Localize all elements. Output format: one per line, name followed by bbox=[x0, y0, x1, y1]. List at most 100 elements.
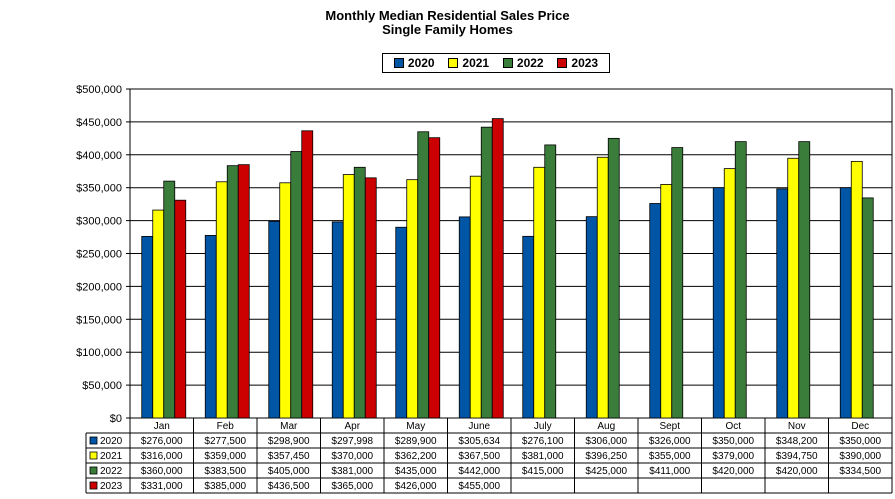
table-value: $394,750 bbox=[776, 451, 818, 462]
table-value: $289,900 bbox=[395, 436, 437, 447]
legend-item-2021: 2021 bbox=[448, 56, 489, 70]
table-value: $411,000 bbox=[649, 466, 690, 477]
bar-2021-Feb bbox=[215, 181, 228, 419]
legend-label: 2022 bbox=[516, 56, 544, 70]
bar-2020-Nov bbox=[776, 188, 789, 419]
chart-title: Monthly Median Residential Sales Price bbox=[325, 8, 570, 23]
table-value: $455,000 bbox=[458, 481, 500, 492]
bar-2020-May bbox=[395, 226, 408, 419]
bar-2021-Nov bbox=[787, 157, 800, 419]
bar-2020-July bbox=[522, 235, 535, 419]
legend: 2020 2021 2022 2023 bbox=[382, 53, 610, 73]
table-value: $316,000 bbox=[141, 451, 183, 462]
bar-2021-Dec bbox=[850, 160, 863, 419]
table-value: $385,000 bbox=[204, 481, 246, 492]
y-tick-label: $100,000 bbox=[76, 347, 122, 359]
table-value: $355,000 bbox=[649, 451, 691, 462]
table-series-swatch bbox=[89, 451, 98, 460]
bar-2022-Feb bbox=[226, 165, 239, 419]
y-tick-label: $200,000 bbox=[76, 281, 122, 293]
bar-2022-Sept bbox=[671, 147, 684, 419]
table-value: $415,000 bbox=[522, 466, 564, 477]
bar-2021-Sept bbox=[660, 184, 673, 419]
table-value: $442,000 bbox=[458, 466, 500, 477]
table-value: $420,000 bbox=[712, 466, 754, 477]
table-value: $276,000 bbox=[141, 436, 183, 447]
table-value: $359,000 bbox=[204, 451, 246, 462]
bar-2020-Apr bbox=[331, 221, 344, 419]
y-tick-label: $50,000 bbox=[82, 380, 122, 392]
bar-2020-Jan bbox=[141, 235, 154, 419]
bar-2022-Mar bbox=[290, 151, 303, 419]
x-category-label: May bbox=[406, 421, 425, 432]
table-value: $436,500 bbox=[268, 481, 310, 492]
x-category-label: July bbox=[534, 421, 552, 432]
bar-2023-June bbox=[491, 118, 504, 419]
bar-2022-Aug bbox=[607, 137, 620, 419]
table-series-name: 2022 bbox=[100, 466, 123, 477]
bar-2022-May bbox=[417, 131, 430, 419]
table-value: $367,500 bbox=[458, 451, 500, 462]
table-value: $381,000 bbox=[331, 466, 373, 477]
table-value: $381,000 bbox=[522, 451, 564, 462]
x-category-label: Sept bbox=[659, 421, 680, 432]
x-category-label: Oct bbox=[725, 421, 741, 432]
table-value: $276,100 bbox=[522, 436, 564, 447]
bar-2021-July bbox=[533, 166, 546, 419]
legend-label: 2020 bbox=[407, 56, 435, 70]
table-value: $390,000 bbox=[839, 451, 881, 462]
bar-2020-Dec bbox=[839, 187, 852, 419]
bar-2022-Nov bbox=[798, 141, 811, 419]
bar-2020-June bbox=[458, 216, 471, 419]
legend-label: 2021 bbox=[462, 56, 490, 70]
x-category-label: June bbox=[468, 421, 490, 432]
table-value: $298,900 bbox=[268, 436, 310, 447]
y-tick-label: $500,000 bbox=[76, 84, 122, 96]
table-value: $297,998 bbox=[331, 436, 373, 447]
table-value: $306,000 bbox=[585, 436, 627, 447]
table-value: $426,000 bbox=[395, 481, 437, 492]
bar-2023-Apr bbox=[364, 177, 377, 419]
bar-2021-Jan bbox=[152, 209, 165, 419]
bar-2022-Jan bbox=[163, 180, 176, 419]
table-value: $425,000 bbox=[585, 466, 627, 477]
legend-swatch bbox=[502, 58, 513, 68]
bar-2020-Mar bbox=[268, 220, 281, 419]
x-category-label: Aug bbox=[597, 421, 615, 432]
table-value: $379,000 bbox=[712, 451, 754, 462]
table-series-name: 2021 bbox=[100, 451, 123, 462]
bar-2021-May bbox=[406, 179, 419, 419]
bar-2020-Oct bbox=[712, 187, 725, 419]
table-value: $357,450 bbox=[268, 451, 310, 462]
table-series-swatch bbox=[89, 436, 98, 445]
table-value: $334,500 bbox=[839, 466, 881, 477]
table-value: $326,000 bbox=[649, 436, 691, 447]
table-series-name: 2023 bbox=[100, 481, 123, 492]
table-value: $360,000 bbox=[141, 466, 183, 477]
y-tick-label: $450,000 bbox=[76, 117, 122, 129]
bar-2022-June bbox=[480, 126, 493, 419]
legend-item-2022: 2022 bbox=[502, 56, 544, 70]
legend-label: 2023 bbox=[571, 56, 599, 70]
table-value: $420,000 bbox=[776, 466, 818, 477]
bar-2021-Mar bbox=[279, 182, 292, 419]
bar-2022-Oct bbox=[734, 141, 747, 419]
bar-2023-May bbox=[428, 137, 441, 419]
table-value: $305,634 bbox=[458, 436, 500, 447]
bar-2023-Jan bbox=[174, 199, 187, 419]
bar-2021-Oct bbox=[723, 168, 736, 419]
x-category-label: Jan bbox=[154, 421, 170, 432]
table-value: $383,500 bbox=[204, 466, 246, 477]
table-value: $350,000 bbox=[712, 436, 754, 447]
legend-item-2020: 2020 bbox=[393, 56, 435, 70]
bar-2021-June bbox=[469, 175, 482, 419]
legend-swatch bbox=[393, 58, 404, 68]
table-value: $405,000 bbox=[268, 466, 310, 477]
table-value: $277,500 bbox=[204, 436, 246, 447]
bar-2020-Feb bbox=[204, 235, 217, 419]
bar-2020-Aug bbox=[585, 216, 598, 419]
table-value: $396,250 bbox=[585, 451, 627, 462]
x-category-label: Feb bbox=[217, 421, 235, 432]
